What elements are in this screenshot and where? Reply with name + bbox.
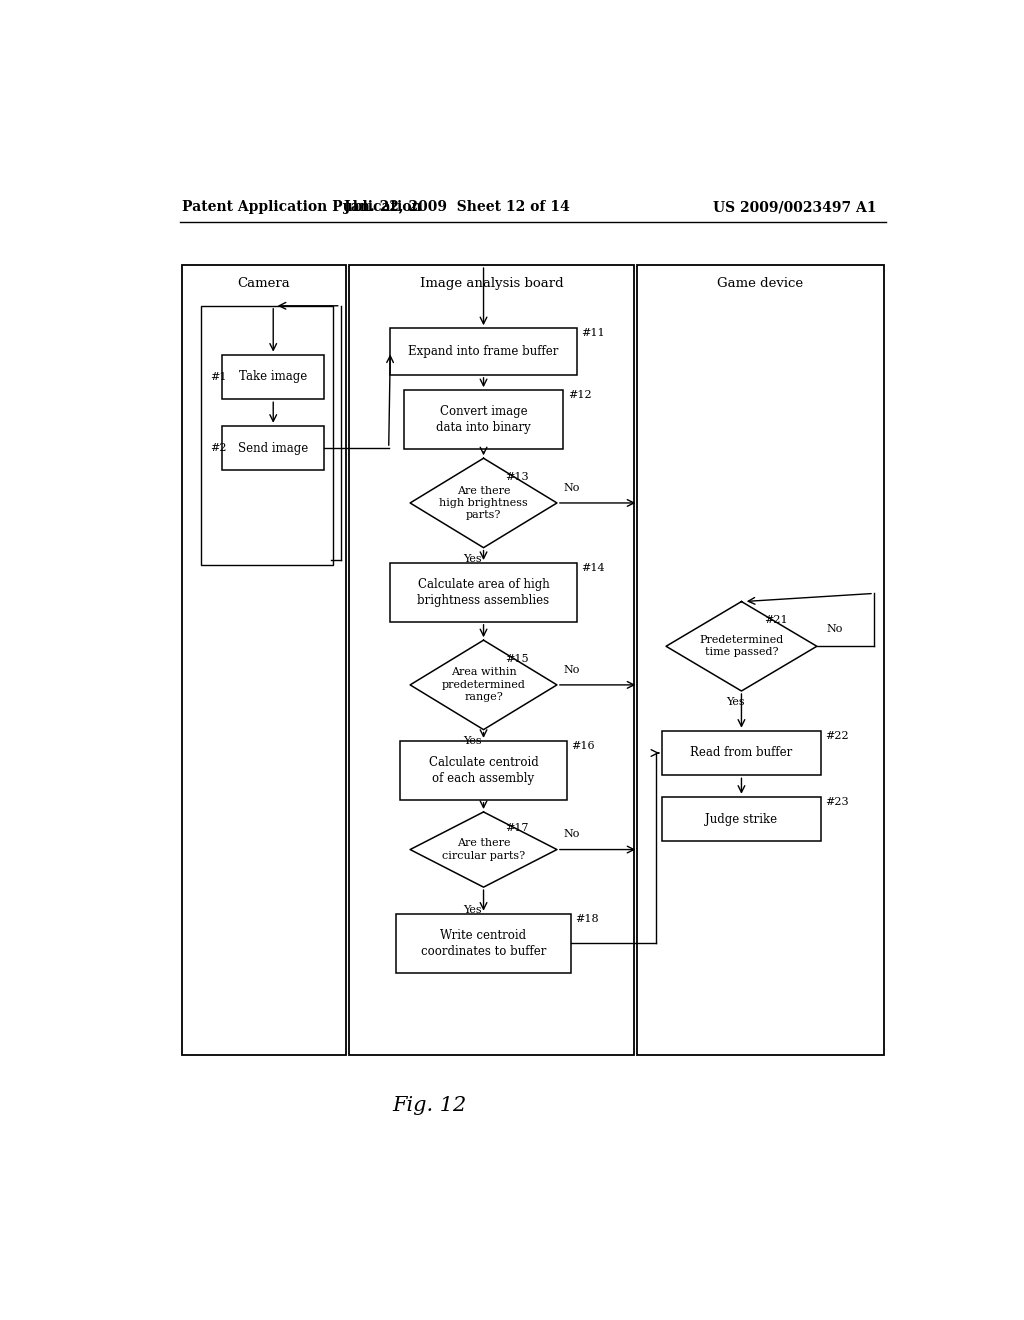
Text: Image analysis board: Image analysis board (420, 277, 563, 290)
Bar (390, 329, 577, 375)
Bar (182, 265, 346, 1055)
Bar (201, 306, 333, 565)
Text: Read from buffer: Read from buffer (690, 747, 793, 759)
Text: #23: #23 (825, 797, 849, 807)
Text: Game device: Game device (717, 277, 803, 290)
Text: Yes: Yes (463, 554, 481, 564)
Text: Predetermined
time passed?: Predetermined time passed? (699, 635, 783, 657)
Text: #11: #11 (582, 329, 605, 338)
Polygon shape (411, 640, 557, 730)
Text: Area within
predetermined
range?: Area within predetermined range? (441, 668, 525, 702)
Text: Calculate centroid
of each assembly: Calculate centroid of each assembly (429, 756, 539, 785)
Text: Jan. 22, 2009  Sheet 12 of 14: Jan. 22, 2009 Sheet 12 of 14 (344, 201, 570, 214)
Text: #18: #18 (575, 913, 599, 924)
Text: #2: #2 (211, 444, 227, 453)
Bar (663, 797, 821, 841)
Bar (390, 562, 577, 622)
Text: #1: #1 (211, 372, 227, 381)
Text: Are there
high brightness
parts?: Are there high brightness parts? (439, 486, 528, 520)
Text: Send image: Send image (239, 442, 308, 454)
Text: #22: #22 (825, 731, 849, 741)
Text: Convert image
data into binary: Convert image data into binary (436, 405, 530, 434)
Text: #17: #17 (506, 824, 529, 833)
Text: Are there
circular parts?: Are there circular parts? (442, 838, 525, 861)
Bar (396, 913, 570, 973)
Text: Write centroid
coordinates to buffer: Write centroid coordinates to buffer (421, 928, 546, 957)
Text: US 2009/0023497 A1: US 2009/0023497 A1 (713, 201, 877, 214)
Text: Yes: Yes (463, 735, 481, 746)
Bar (404, 391, 563, 449)
Text: No: No (826, 624, 843, 634)
Bar (663, 731, 821, 775)
Text: Judge strike: Judge strike (706, 813, 777, 825)
Polygon shape (411, 458, 557, 548)
Polygon shape (666, 602, 817, 690)
Bar (637, 265, 884, 1055)
Text: Yes: Yes (726, 697, 744, 708)
Bar (222, 426, 324, 470)
Bar (400, 741, 567, 800)
Text: #14: #14 (582, 562, 605, 573)
Polygon shape (411, 812, 557, 887)
Text: Camera: Camera (238, 277, 291, 290)
Bar (348, 265, 634, 1055)
Text: No: No (563, 829, 580, 840)
Text: Fig. 12: Fig. 12 (392, 1096, 467, 1115)
Text: #16: #16 (571, 741, 595, 751)
Text: Expand into frame buffer: Expand into frame buffer (409, 345, 559, 358)
Text: #21: #21 (764, 615, 787, 624)
Text: #12: #12 (567, 391, 591, 400)
Text: Patent Application Publication: Patent Application Publication (182, 201, 422, 214)
Text: #15: #15 (506, 653, 529, 664)
Text: #13: #13 (506, 471, 529, 482)
Text: No: No (563, 665, 580, 675)
Text: Calculate area of high
brightness assemblies: Calculate area of high brightness assemb… (418, 578, 550, 607)
Text: Yes: Yes (463, 906, 481, 916)
Bar (222, 355, 324, 399)
Text: No: No (563, 483, 580, 492)
Text: Take image: Take image (239, 371, 307, 383)
